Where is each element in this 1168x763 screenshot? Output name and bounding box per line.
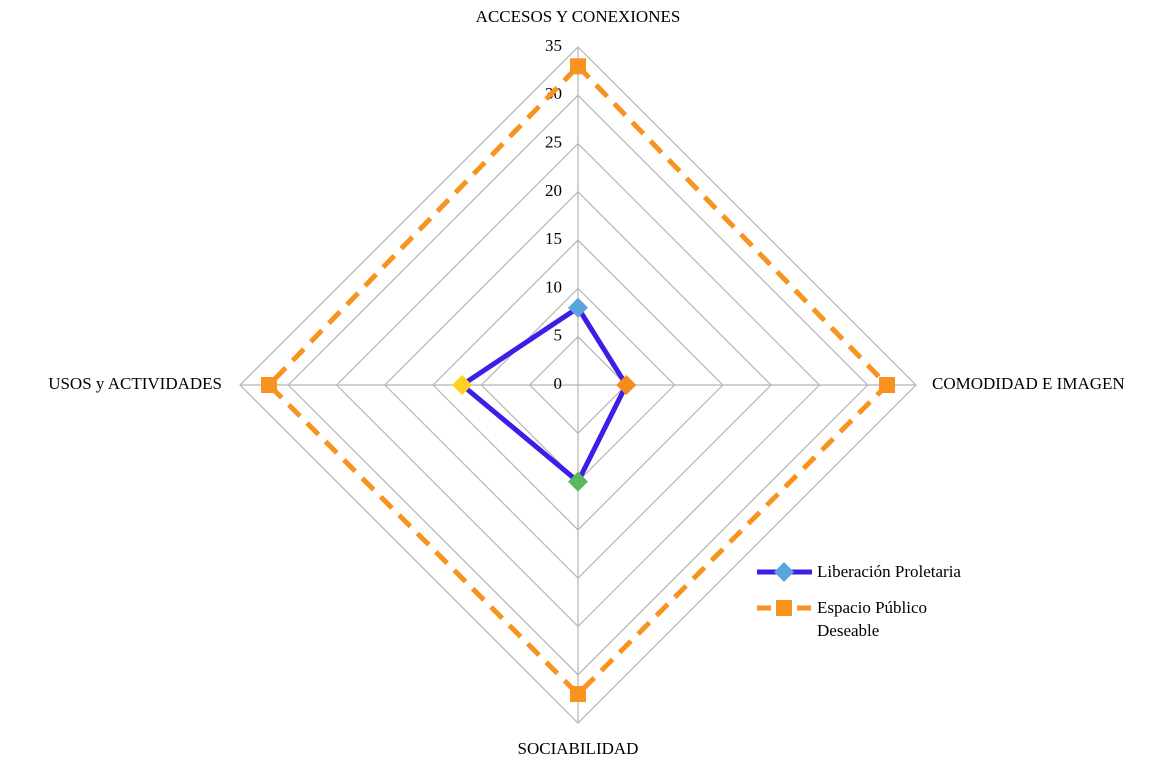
legend-marker	[776, 600, 792, 616]
marker	[568, 471, 588, 492]
series-line	[266, 63, 890, 697]
marker	[570, 58, 586, 75]
tick-label: 10	[545, 277, 562, 296]
category-label: ACCESOS Y CONEXIONES	[476, 7, 681, 26]
tick-label: 25	[545, 132, 562, 151]
category-label: COMODIDAD E IMAGEN	[932, 374, 1125, 393]
tick-label: 15	[545, 229, 562, 248]
category-label: SOCIABILIDAD	[518, 739, 639, 758]
tick-label: 0	[554, 374, 563, 393]
tick-label: 20	[545, 181, 562, 200]
legend-marker	[774, 562, 794, 582]
marker	[452, 375, 473, 395]
marker	[570, 686, 586, 703]
marker	[879, 377, 896, 393]
series-line	[459, 305, 629, 485]
category-label: USOS y ACTIVIDADES	[48, 374, 222, 393]
legend-label: Liberación Proletaria	[817, 562, 961, 581]
tick-label: 35	[545, 36, 562, 55]
marker	[616, 375, 637, 395]
legend-label: Espacio Público Deseable	[817, 598, 928, 640]
tick-label: 5	[554, 326, 563, 345]
marker	[260, 377, 277, 393]
marker	[568, 297, 588, 318]
